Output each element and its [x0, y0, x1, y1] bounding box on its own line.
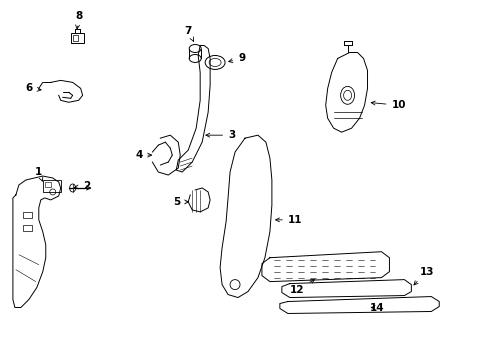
Text: 14: 14 — [369, 302, 384, 312]
Text: 6: 6 — [25, 84, 41, 93]
Text: 8: 8 — [75, 11, 82, 29]
Text: 3: 3 — [205, 130, 235, 140]
Text: 7: 7 — [184, 26, 193, 41]
Text: 9: 9 — [228, 54, 244, 63]
Bar — [45, 182, 51, 187]
Text: 2: 2 — [74, 181, 90, 191]
Text: 5: 5 — [173, 197, 188, 207]
Bar — [42, 180, 61, 192]
Text: 10: 10 — [370, 100, 405, 110]
Bar — [23, 212, 32, 218]
Text: 1: 1 — [35, 167, 43, 181]
Text: 12: 12 — [290, 279, 314, 294]
Text: 4: 4 — [135, 150, 151, 160]
Text: 13: 13 — [413, 267, 433, 285]
Text: 11: 11 — [275, 215, 302, 225]
Bar — [73, 35, 78, 41]
Bar — [23, 225, 32, 231]
Bar — [71, 32, 83, 42]
